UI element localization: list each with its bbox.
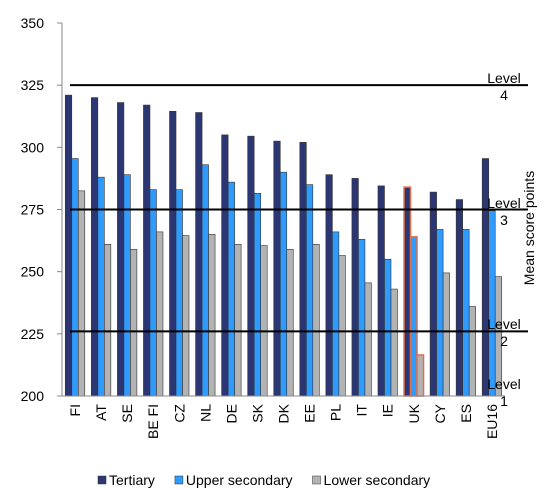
x-tick-label: IE (380, 404, 396, 417)
bar (338, 255, 346, 397)
bar (117, 102, 125, 397)
bar (64, 94, 73, 397)
bar (273, 140, 281, 397)
bar (306, 184, 314, 397)
y-tick-label: 350 (21, 15, 45, 31)
bar (403, 186, 412, 397)
y-tick-label: 300 (21, 139, 45, 155)
legend-swatch (174, 475, 184, 485)
bar (234, 244, 242, 397)
y-tick-label: 200 (21, 388, 45, 404)
y-axis-title: Mean score points (521, 171, 537, 285)
y-tick-label: 225 (21, 326, 45, 342)
bar (221, 134, 229, 397)
bar (358, 239, 366, 397)
bar (332, 231, 340, 397)
level-label: Level 2 (487, 316, 521, 350)
bar (156, 231, 164, 397)
bar (130, 248, 138, 397)
bar (201, 164, 209, 397)
bar (488, 210, 496, 397)
bar (195, 112, 203, 397)
x-tick-label: EE (302, 404, 318, 423)
bar (247, 135, 255, 397)
x-tick-label: IT (354, 404, 370, 417)
x-tick-label: PL (328, 404, 344, 421)
legend-swatch (312, 475, 321, 485)
bar (429, 191, 437, 397)
y-tick-label: 250 (21, 264, 45, 280)
bar (299, 142, 307, 397)
bar (390, 288, 398, 397)
x-tick-label: SK (249, 403, 265, 422)
bar (227, 181, 235, 397)
bar (286, 248, 294, 397)
bar (208, 234, 216, 397)
x-tick-label: DK (276, 403, 292, 423)
x-tick-label: EU16 (484, 404, 500, 439)
bar (312, 244, 320, 397)
bar (149, 189, 157, 397)
bar (253, 193, 261, 397)
legend-label: Upper secondary (186, 472, 293, 488)
bar (175, 189, 183, 397)
x-tick-label: CZ (171, 404, 187, 423)
bar (351, 178, 359, 397)
level-label: Level 1 (487, 376, 521, 409)
x-tick-label: AT (93, 404, 109, 421)
x-tick-label: UK (406, 403, 422, 423)
y-tick-label: 325 (21, 77, 45, 93)
bar (416, 354, 425, 397)
x-tick-label: ES (458, 404, 474, 423)
bar (279, 171, 288, 397)
x-tick-label: NL (197, 404, 213, 422)
bar (71, 158, 79, 397)
x-tick-label: FI (67, 404, 83, 416)
legend-swatch (97, 475, 107, 485)
bar (325, 174, 333, 397)
legend-label: Lower secondary (324, 472, 431, 488)
bar (409, 236, 418, 397)
bar (104, 244, 112, 397)
bar (123, 174, 131, 397)
bar (364, 282, 372, 397)
x-tick-label: BE FI (145, 404, 161, 439)
legend-label: Tertiary (109, 472, 155, 488)
x-tick-label: DE (223, 404, 239, 423)
bar (169, 110, 177, 397)
x-tick-label: SE (119, 404, 135, 423)
bar (468, 306, 476, 397)
bar (462, 229, 470, 397)
level-label: Level 4 (487, 70, 521, 104)
bar (182, 235, 190, 397)
bar (442, 272, 450, 397)
bar (77, 190, 86, 397)
bar (143, 104, 151, 397)
bar (436, 229, 444, 397)
bar (260, 245, 268, 397)
bar (91, 97, 99, 397)
x-tick-label: CY (432, 403, 448, 423)
level-label: Level 3 (487, 194, 521, 228)
bar (455, 199, 463, 397)
y-tick-label: 275 (21, 202, 45, 218)
bar (377, 185, 385, 397)
bar (384, 258, 392, 397)
